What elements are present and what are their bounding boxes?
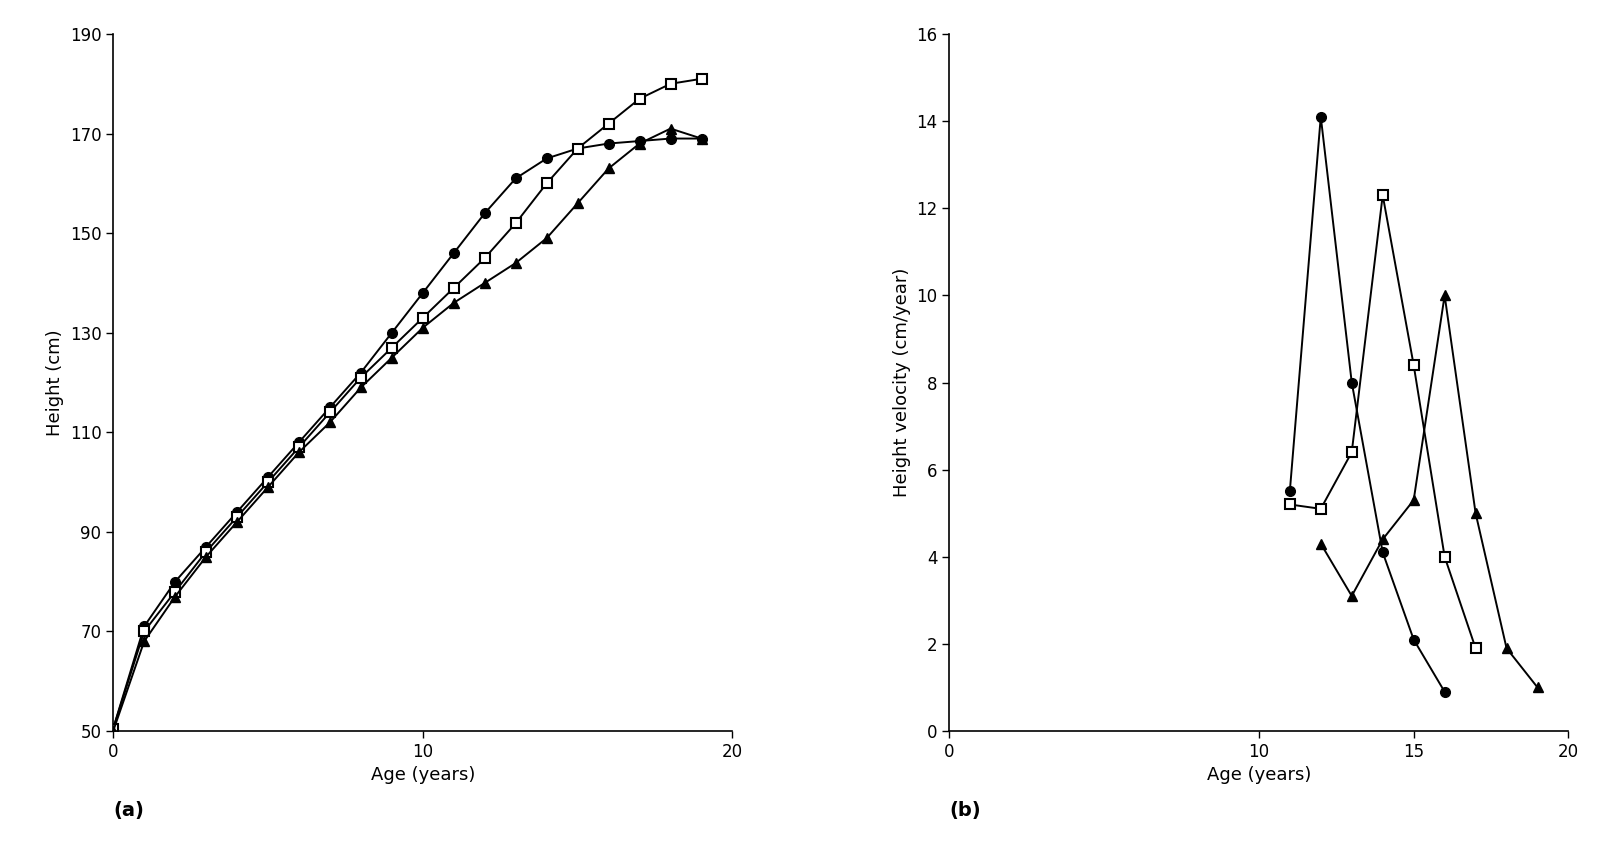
Text: (b): (b): [949, 801, 982, 819]
Text: (a): (a): [113, 801, 144, 819]
Y-axis label: Height (cm): Height (cm): [45, 329, 65, 436]
X-axis label: Age (years): Age (years): [370, 767, 475, 785]
Y-axis label: Height velocity (cm/year): Height velocity (cm/year): [893, 268, 910, 497]
X-axis label: Age (years): Age (years): [1206, 767, 1311, 785]
